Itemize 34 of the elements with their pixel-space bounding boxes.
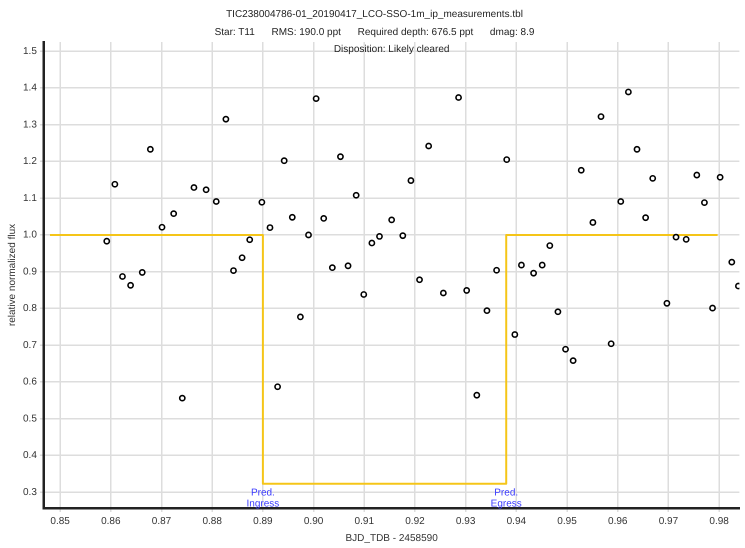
y-tick-label: 1.3 [22, 119, 38, 130]
x-tick-label: 0.90 [304, 516, 324, 527]
y-tick-label: 0.3 [22, 486, 38, 498]
x-tick-label: 0.94 [506, 516, 527, 527]
y-tick-label: 0.5 [22, 413, 38, 424]
y-tick-label: 0.4 [22, 450, 38, 462]
x-tick-label: 0.95 [557, 516, 578, 527]
x-tick-label: 0.89 [253, 516, 274, 527]
x-tick-label: 0.86 [101, 516, 121, 527]
y-tick-label: 1.0 [22, 230, 38, 241]
x-tick-label: 0.92 [405, 516, 426, 527]
chart-title: TIC238004786-01_20190417_LCO-SSO-1m_ip_measurements.tbl [226, 8, 523, 20]
y-tick-label: 1.4 [22, 82, 38, 94]
x-tick-label: 0.85 [50, 516, 70, 527]
x-tick-label: 0.91 [354, 516, 374, 527]
x-axis-title: BJD_TDB - 2458590 [346, 532, 438, 544]
annotation: Pred. Ingress [246, 487, 280, 510]
y-tick-label: 0.9 [22, 266, 38, 278]
x-tick-label: 0.98 [709, 516, 730, 527]
y-tick-label: 1.5 [22, 46, 38, 57]
x-tick-label: 0.88 [202, 516, 222, 527]
x-tick-label: 0.96 [608, 516, 628, 527]
x-tick-label: 0.87 [152, 516, 172, 527]
chart-subtitle: Star: T11 RMS: 190.0 ppt Required depth: 676.5 ppt dmag: 8.9 [214, 26, 535, 38]
x-tick-label: 0.93 [456, 516, 476, 527]
y-axis-title: relative normalized flux [6, 224, 18, 326]
y-tick-label: 1.2 [22, 156, 38, 168]
y-tick-label: 0.8 [22, 303, 38, 314]
y-tick-label: 1.1 [22, 192, 38, 204]
x-tick-label: 0.97 [658, 516, 679, 527]
annotation: Pred. Egress [490, 487, 522, 510]
y-tick-label: 0.7 [22, 340, 38, 351]
y-tick-label: 0.6 [22, 376, 38, 388]
annotation: Disposition: Likely cleared [334, 44, 450, 55]
